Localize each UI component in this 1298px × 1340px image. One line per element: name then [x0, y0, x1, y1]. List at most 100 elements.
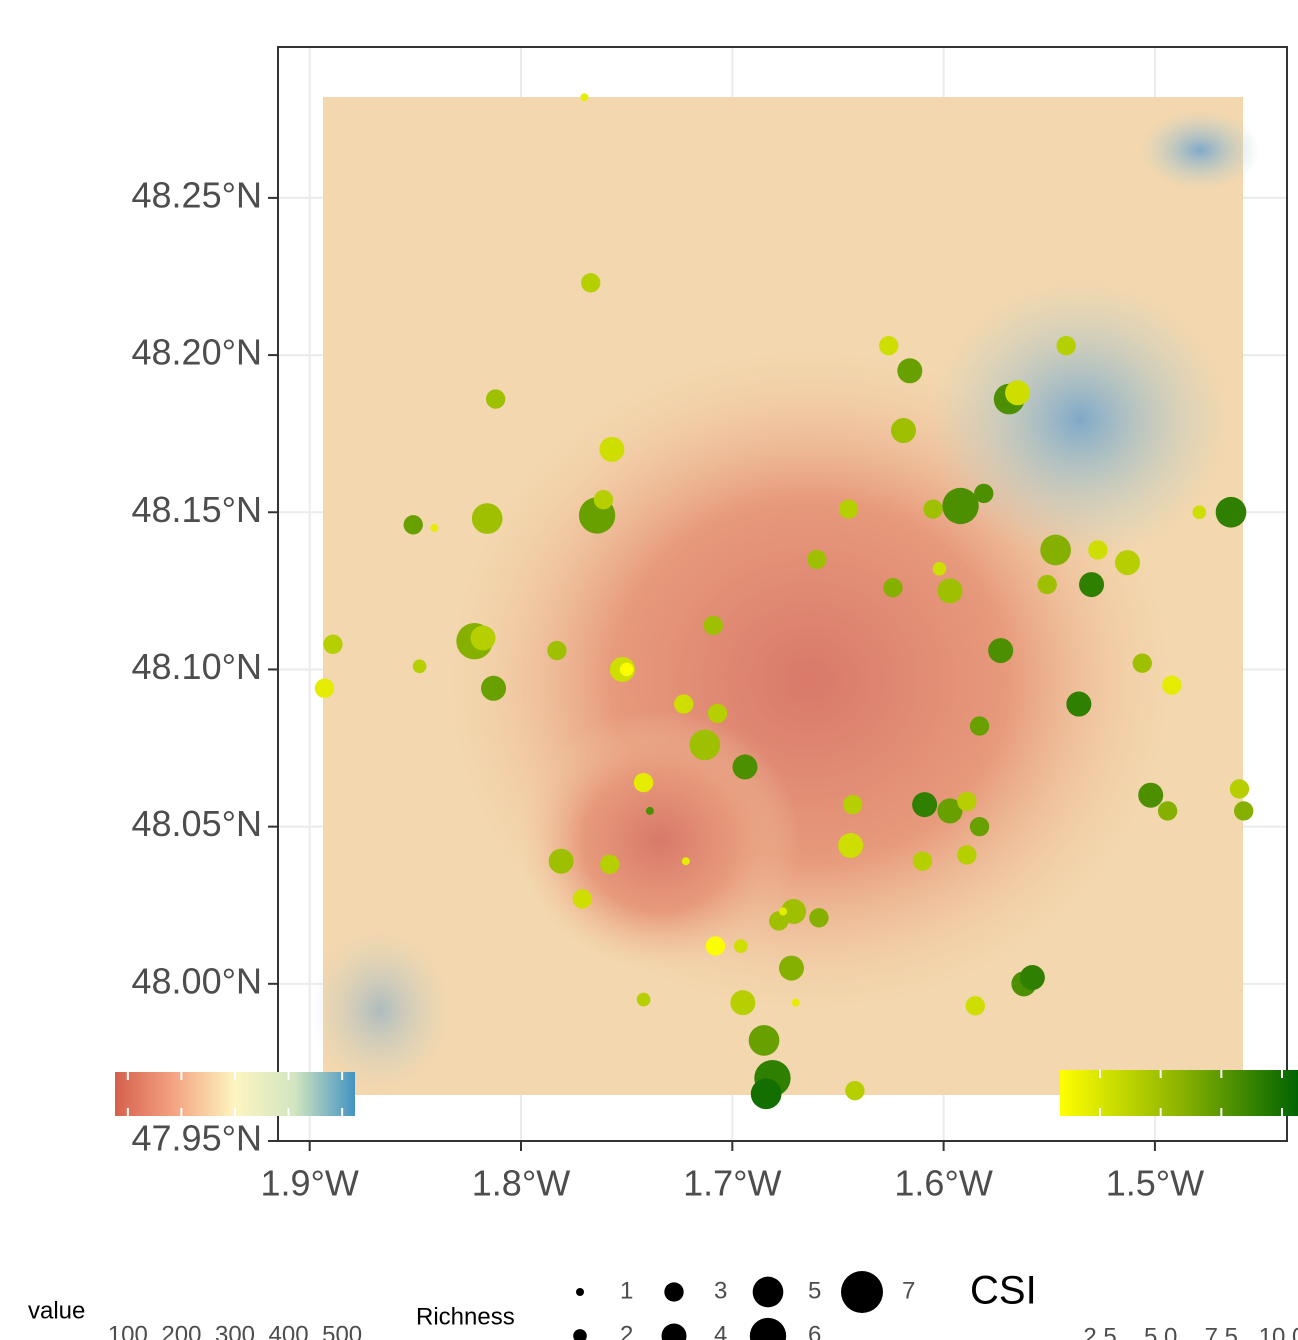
site-point	[636, 992, 651, 1007]
site-point	[1037, 574, 1057, 595]
site-point	[689, 729, 721, 761]
site-point	[732, 754, 758, 780]
site-point	[674, 694, 694, 714]
size-key-label: 1	[620, 1277, 633, 1304]
site-point	[730, 990, 756, 1016]
site-point	[470, 625, 496, 651]
site-point	[403, 515, 423, 535]
size-key-label: 2	[620, 1321, 633, 1340]
x-tick-label: 1.6°W	[894, 1163, 992, 1204]
site-point	[1162, 675, 1182, 695]
site-point	[681, 857, 690, 866]
size-key	[661, 1323, 687, 1340]
raster-basemap	[310, 97, 1260, 1095]
y-tick-label: 48.00°N	[132, 960, 262, 1001]
y-tick-label: 48.15°N	[132, 489, 262, 530]
site-point	[974, 483, 994, 504]
size-key	[841, 1271, 883, 1313]
site-point	[733, 939, 748, 953]
colorbar-label: 300	[215, 1321, 255, 1340]
y-tick-label: 48.10°N	[132, 646, 262, 687]
size-key	[749, 1317, 787, 1340]
site-point	[809, 908, 829, 928]
site-point	[1215, 496, 1247, 528]
x-tick-label: 1.5°W	[1106, 1163, 1204, 1204]
site-point	[1066, 691, 1092, 717]
site-point	[932, 562, 947, 576]
site-point	[581, 273, 601, 293]
site-point	[633, 772, 654, 793]
y-tick-label: 47.95°N	[132, 1118, 262, 1159]
site-point	[1132, 653, 1152, 673]
value-legend-title: value	[28, 1297, 85, 1324]
site-point	[1234, 801, 1254, 821]
colorbar	[1060, 1070, 1298, 1116]
site-point	[599, 436, 625, 462]
site-point	[1229, 779, 1250, 799]
site-point	[548, 848, 574, 874]
site-point	[957, 845, 977, 865]
site-point	[897, 358, 923, 384]
site-point	[843, 794, 863, 815]
colorbar-label: 200	[161, 1321, 201, 1340]
colorbar-label: 5.0	[1144, 1323, 1177, 1340]
site-point	[807, 549, 827, 570]
site-point	[937, 798, 963, 824]
size-key-label: 3	[714, 1277, 727, 1304]
colorbar-label: 10.0	[1259, 1323, 1298, 1340]
site-point	[778, 955, 804, 981]
site-point	[912, 792, 938, 818]
site-point	[942, 487, 979, 525]
site-point	[845, 1081, 865, 1101]
colorbar-label: 100	[108, 1321, 148, 1340]
site-point	[619, 662, 634, 677]
colorbar-label: 400	[269, 1321, 309, 1340]
site-point	[883, 578, 903, 598]
size-key	[573, 1329, 587, 1340]
site-point	[1079, 572, 1105, 598]
size-legend-title: Richness	[416, 1303, 515, 1330]
size-key	[752, 1276, 784, 1308]
site-point	[703, 615, 723, 636]
csi-legend-title: CSI	[970, 1269, 1037, 1313]
site-point	[481, 675, 507, 701]
site-point	[748, 1025, 780, 1056]
x-tick-label: 1.9°W	[260, 1163, 358, 1204]
site-point	[879, 335, 899, 356]
site-point	[580, 93, 589, 102]
site-point	[471, 503, 503, 534]
site-point	[1192, 505, 1207, 520]
site-point	[1138, 782, 1164, 808]
site-point	[485, 389, 506, 409]
x-tick-label: 1.8°W	[472, 1163, 570, 1204]
colorbar-label: 2.5	[1083, 1323, 1116, 1340]
site-point	[707, 703, 728, 724]
site-point	[1157, 801, 1178, 821]
size-key	[576, 1288, 584, 1296]
site-point	[750, 1078, 782, 1110]
site-point	[430, 523, 439, 532]
site-point	[791, 998, 800, 1007]
y-tick-label: 48.20°N	[132, 332, 262, 373]
site-point	[1005, 380, 1031, 406]
site-point	[572, 889, 592, 909]
colorbar-label: 7.5	[1205, 1323, 1238, 1340]
site-point	[1088, 540, 1108, 560]
panel-border	[277, 46, 1288, 1142]
site-point	[779, 907, 788, 916]
site-point	[890, 418, 916, 444]
site-point	[600, 854, 620, 875]
site-point	[1114, 550, 1140, 576]
y-tick-label: 48.05°N	[132, 803, 262, 844]
site-point	[645, 806, 654, 815]
size-key-label: 4	[714, 1321, 727, 1340]
site-point	[957, 791, 977, 812]
colorbar-label: 500	[322, 1321, 362, 1340]
site-point	[593, 490, 614, 510]
site-point	[988, 638, 1014, 664]
site-point	[912, 851, 933, 871]
site-point	[314, 678, 335, 698]
size-key-label: 6	[808, 1321, 821, 1340]
